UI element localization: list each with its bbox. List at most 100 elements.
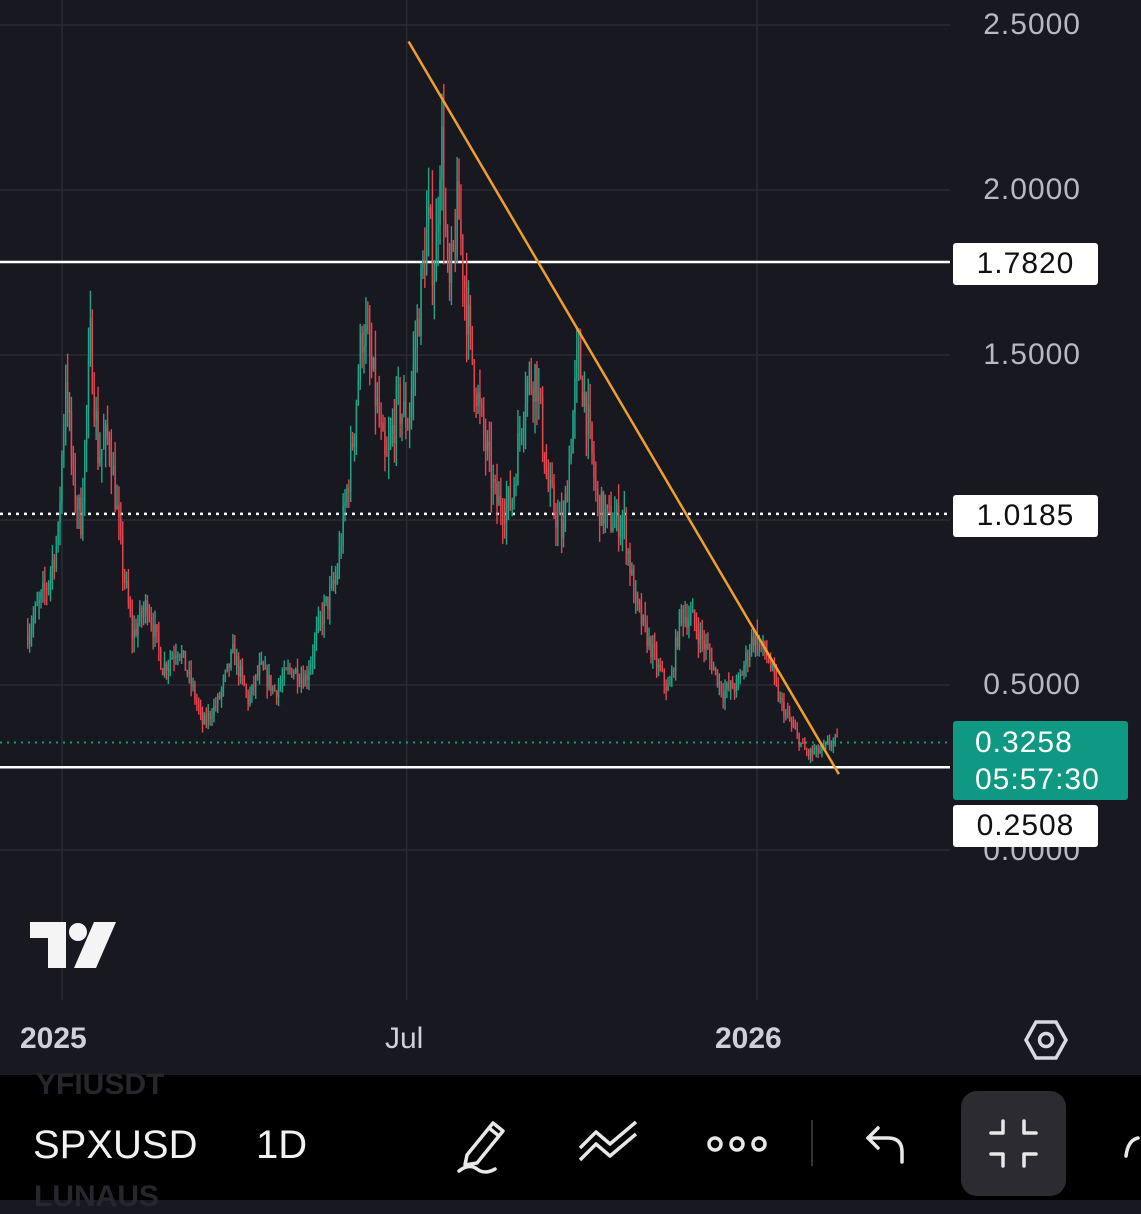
candle-body — [771, 664, 774, 669]
candle-body — [133, 628, 135, 639]
candle-body — [350, 443, 352, 492]
candle-body — [530, 370, 532, 389]
drawing-tools-icon[interactable] — [576, 1118, 642, 1173]
candle-body — [319, 616, 322, 618]
candle-body — [667, 685, 669, 691]
candle-body — [549, 479, 551, 489]
candle-body — [684, 617, 686, 623]
level-label-resistance[interactable]: 1.7820 — [953, 243, 1098, 285]
candle-body — [154, 624, 156, 637]
candle-body — [654, 643, 656, 651]
candle-body — [65, 382, 67, 425]
candle-body — [192, 684, 194, 687]
candle-body — [521, 431, 523, 434]
candle-body — [737, 678, 740, 680]
bottom-toolbar — [0, 1075, 1141, 1200]
candle-body — [638, 600, 641, 606]
candle-body — [574, 377, 576, 413]
candle-body — [543, 452, 546, 470]
candle-body — [433, 281, 436, 286]
candle-body — [336, 572, 339, 580]
candle-body — [600, 491, 603, 526]
candle-body — [391, 424, 394, 434]
candle-body — [123, 573, 126, 583]
candle-body — [627, 550, 629, 554]
price-chart[interactable] — [0, 0, 1141, 1075]
settings-hexagon-icon[interactable] — [1023, 1018, 1069, 1067]
candle-body — [283, 669, 285, 679]
interval-selector[interactable]: 1D — [256, 1123, 308, 1167]
candle-body — [716, 669, 719, 686]
candle-body — [410, 388, 413, 416]
candle-body — [692, 609, 694, 613]
symbol-selector[interactable]: SPXUSD — [33, 1123, 198, 1167]
candle-body — [804, 742, 806, 750]
x-tick-label: 2025 — [20, 1022, 87, 1055]
bar-countdown: 05:57:30 — [975, 763, 1100, 796]
candle-body — [222, 678, 225, 689]
candle-body — [547, 475, 550, 489]
candle-body — [217, 695, 219, 706]
candle-body — [477, 392, 479, 407]
candle-body — [621, 519, 624, 530]
candle-body — [414, 349, 417, 362]
candle-body — [435, 231, 437, 282]
candle-body — [372, 357, 375, 369]
candle-body — [711, 657, 713, 671]
candle-body — [294, 669, 297, 674]
partial-toolbar-icon[interactable] — [1118, 1134, 1141, 1169]
candle-body — [84, 443, 86, 504]
candle-body — [578, 341, 580, 350]
candle-body — [731, 681, 734, 689]
candle-body — [450, 244, 453, 283]
candle-body — [703, 639, 705, 649]
candle-body — [30, 627, 33, 635]
candle-body — [581, 378, 584, 407]
candle-body — [148, 616, 151, 618]
candle-body — [655, 650, 658, 669]
exit-fullscreen-button[interactable] — [961, 1091, 1066, 1196]
undo-icon[interactable] — [862, 1122, 908, 1171]
candle-body — [701, 629, 703, 640]
level-label-mid[interactable]: 1.0185 — [953, 495, 1098, 537]
candle-body — [572, 412, 574, 454]
more-icon[interactable] — [706, 1133, 768, 1160]
ghost-symbol-above: YFIUSDT — [36, 1068, 165, 1101]
candle-body — [42, 583, 44, 592]
tradingview-logo[interactable] — [30, 922, 116, 973]
candle-body — [429, 207, 432, 212]
candle-body — [104, 425, 107, 440]
candle-body — [420, 267, 422, 336]
horizontal-levels — [0, 260, 950, 769]
candle-body — [141, 608, 143, 617]
pen-icon[interactable] — [455, 1115, 515, 1180]
candle-body — [296, 669, 299, 683]
chart-area[interactable]: 2.5000 2.0000 1.5000 0.5000 0.0000 1.782… — [0, 0, 1141, 1075]
candle-body — [445, 218, 447, 231]
candle-body — [293, 673, 295, 678]
candle-body — [255, 675, 257, 689]
candle-body — [825, 742, 827, 746]
candle-body — [232, 643, 234, 652]
candle-body — [363, 346, 365, 353]
candle-body — [448, 259, 451, 283]
candle-body — [277, 687, 280, 698]
candle-body — [47, 583, 50, 590]
candle-body — [773, 664, 776, 674]
candle-body — [70, 410, 73, 456]
candle-body — [161, 668, 164, 676]
candle-body — [331, 580, 333, 588]
candle-body — [266, 667, 268, 688]
level-label-support[interactable]: 0.2508 — [953, 805, 1098, 847]
candle-body — [355, 402, 358, 435]
trendline — [407, 40, 840, 775]
candle-body — [697, 631, 700, 645]
candle-body — [502, 511, 504, 522]
candle-body — [291, 668, 293, 678]
candle-body — [712, 667, 715, 671]
candle-body — [726, 683, 728, 690]
candle-body — [473, 360, 475, 395]
candle-body — [211, 716, 213, 719]
candle-body — [97, 411, 99, 464]
candle-body — [103, 439, 105, 450]
